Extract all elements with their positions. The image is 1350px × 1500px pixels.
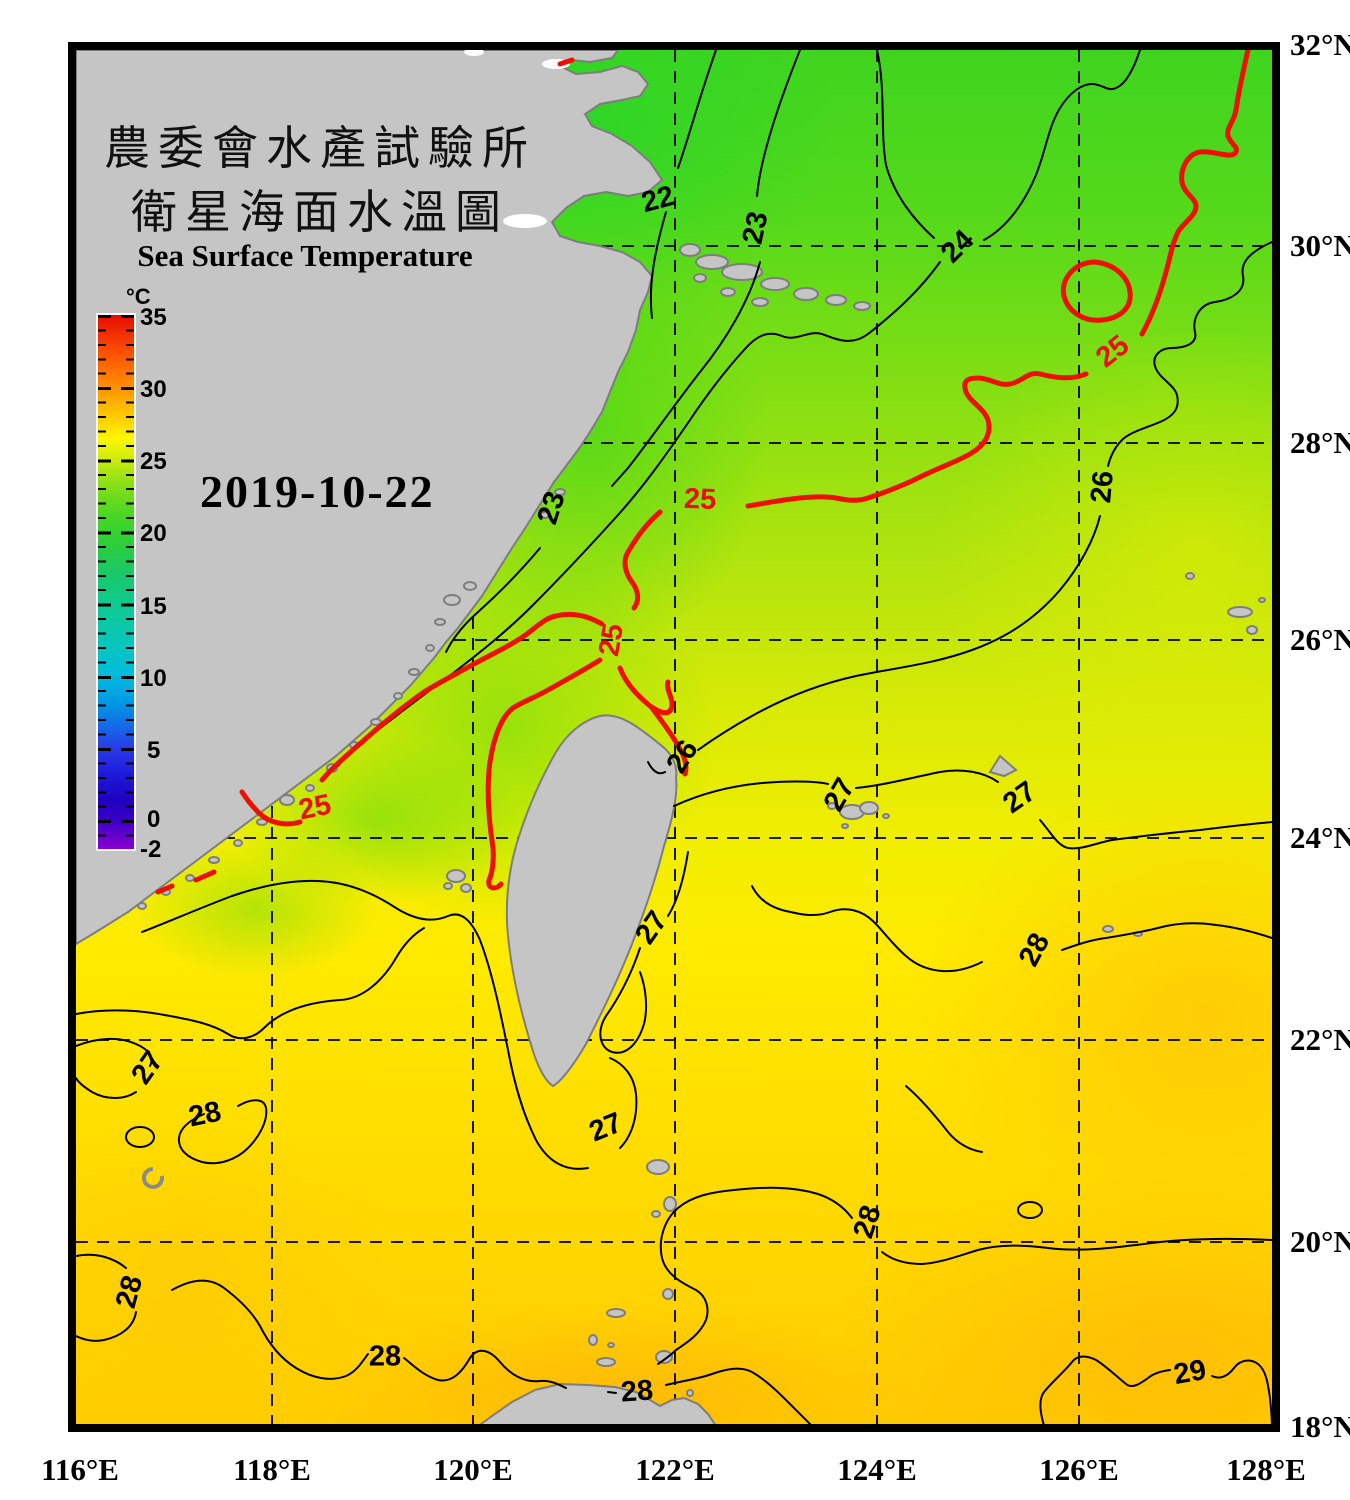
contour-label-25-coast: 25: [295, 788, 335, 827]
colorbar-tick-0: 0: [147, 806, 161, 833]
colorbar-major-ticks-right: [121, 315, 134, 849]
lat-label-26n: 26°N: [1290, 622, 1350, 657]
title-chinese-line2: 衛星海面水溫圖: [131, 187, 509, 238]
colorbar-tick-35: 35: [140, 304, 167, 331]
lat-label-28n: 28°N: [1290, 425, 1350, 460]
date-label: 2019-10-22: [200, 466, 435, 517]
colorbar-tick-neg2: -2: [140, 836, 162, 863]
colorbar-tick-25: 25: [140, 448, 167, 475]
contour-label-29: 29: [1171, 1353, 1209, 1392]
title-english: Sea Surface Temperature: [137, 238, 473, 273]
lat-label-20n: 20°N: [1290, 1224, 1350, 1259]
lon-label-128e: 128°E: [1226, 1452, 1306, 1487]
lat-label-22n: 22°N: [1290, 1022, 1350, 1057]
lon-label-116e: 116°E: [41, 1452, 119, 1487]
contour-label-28-south-a: 28: [368, 1340, 402, 1373]
contour-label-28-south-b: 28: [619, 1374, 655, 1409]
lon-label-118e: 118°E: [233, 1452, 311, 1487]
title-chinese-line1: 農委會水產試驗所: [104, 123, 536, 174]
colorbar-tick-20: 20: [140, 520, 167, 547]
colorbar-tick-30: 30: [140, 376, 167, 403]
lat-label-24n: 24°N: [1290, 820, 1350, 855]
colorbar-tick-10: 10: [140, 665, 167, 692]
colorbar-gradient: [96, 313, 136, 851]
colorbar-tick-5: 5: [147, 737, 161, 764]
contour-label-25-central: 25: [683, 482, 717, 517]
lat-label-32n: 32°N: [1290, 27, 1350, 62]
colorbar-tick-15: 15: [140, 593, 167, 620]
contour-label-25-strait: 25: [592, 621, 631, 659]
contour-label-23-north: 23: [736, 208, 775, 248]
contour-label-26-east: 26: [1085, 469, 1120, 505]
lon-label-122e: 122°E: [635, 1452, 715, 1487]
lat-label-18n: 18°N: [1290, 1409, 1350, 1444]
lon-label-124e: 124°E: [837, 1452, 917, 1487]
lon-label-126e: 126°E: [1039, 1452, 1119, 1487]
colorbar-major-ticks-left: [98, 315, 111, 849]
lat-label-30n: 30°N: [1290, 228, 1350, 263]
contour-label-28-sw: 28: [185, 1095, 225, 1134]
lon-label-120e: 120°E: [433, 1452, 513, 1487]
